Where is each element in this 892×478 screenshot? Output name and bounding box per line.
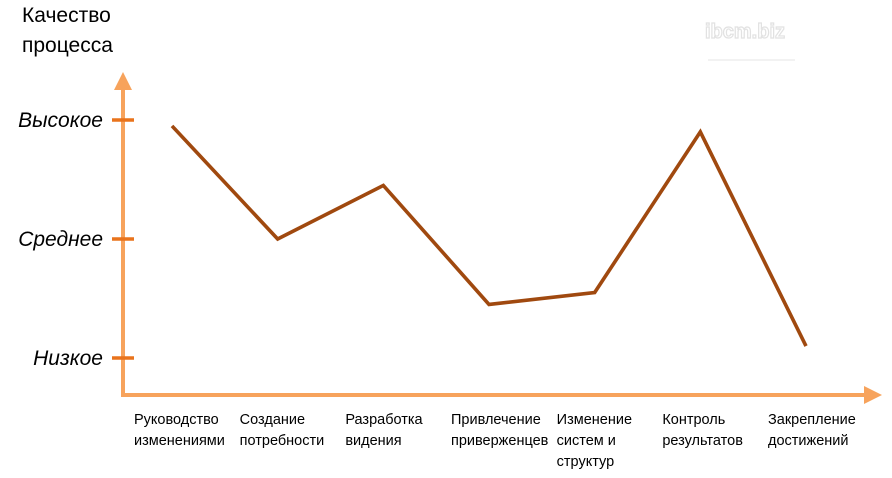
x-tick-label: Разработка	[345, 412, 423, 428]
x-tick-label: структур	[557, 454, 615, 470]
x-tick-label: систем и	[557, 433, 616, 449]
x-tick-label: потребности	[240, 433, 325, 449]
x-tick-label: видения	[345, 433, 401, 449]
x-tick-label: изменениями	[134, 433, 225, 449]
watermark-logo: ibcm.biz	[705, 21, 785, 43]
series-line	[170, 124, 808, 347]
x-tick-labels: Руководство изменениями Создание потребност…	[134, 412, 856, 470]
x-tick-label: Привлечение	[451, 412, 541, 428]
x-tick-label: Закрепление	[768, 412, 856, 428]
axes	[114, 72, 882, 404]
x-tick-label: достижений	[768, 433, 849, 449]
x-tick-label: Создание	[240, 412, 305, 428]
x-tick-label: приверженцев	[451, 433, 549, 449]
y-tick-label: Высокое	[18, 109, 103, 132]
series-group	[170, 124, 808, 347]
y-ticks: Низкое Среднее Высокое	[18, 109, 134, 370]
y-axis-title-line-2: процесса	[22, 34, 113, 57]
y-tick-label: Среднее	[18, 228, 103, 251]
x-axis-arrowhead	[864, 386, 882, 404]
y-axis-arrowhead	[114, 72, 132, 90]
x-tick-label: Контроль	[662, 412, 725, 428]
y-tick-label: Низкое	[33, 347, 103, 370]
x-tick-label: результатов	[662, 433, 743, 449]
x-tick-label: Изменение	[557, 412, 632, 428]
x-tick-label: Руководство	[134, 412, 219, 428]
y-axis-title-line-1: Качество	[22, 4, 111, 27]
